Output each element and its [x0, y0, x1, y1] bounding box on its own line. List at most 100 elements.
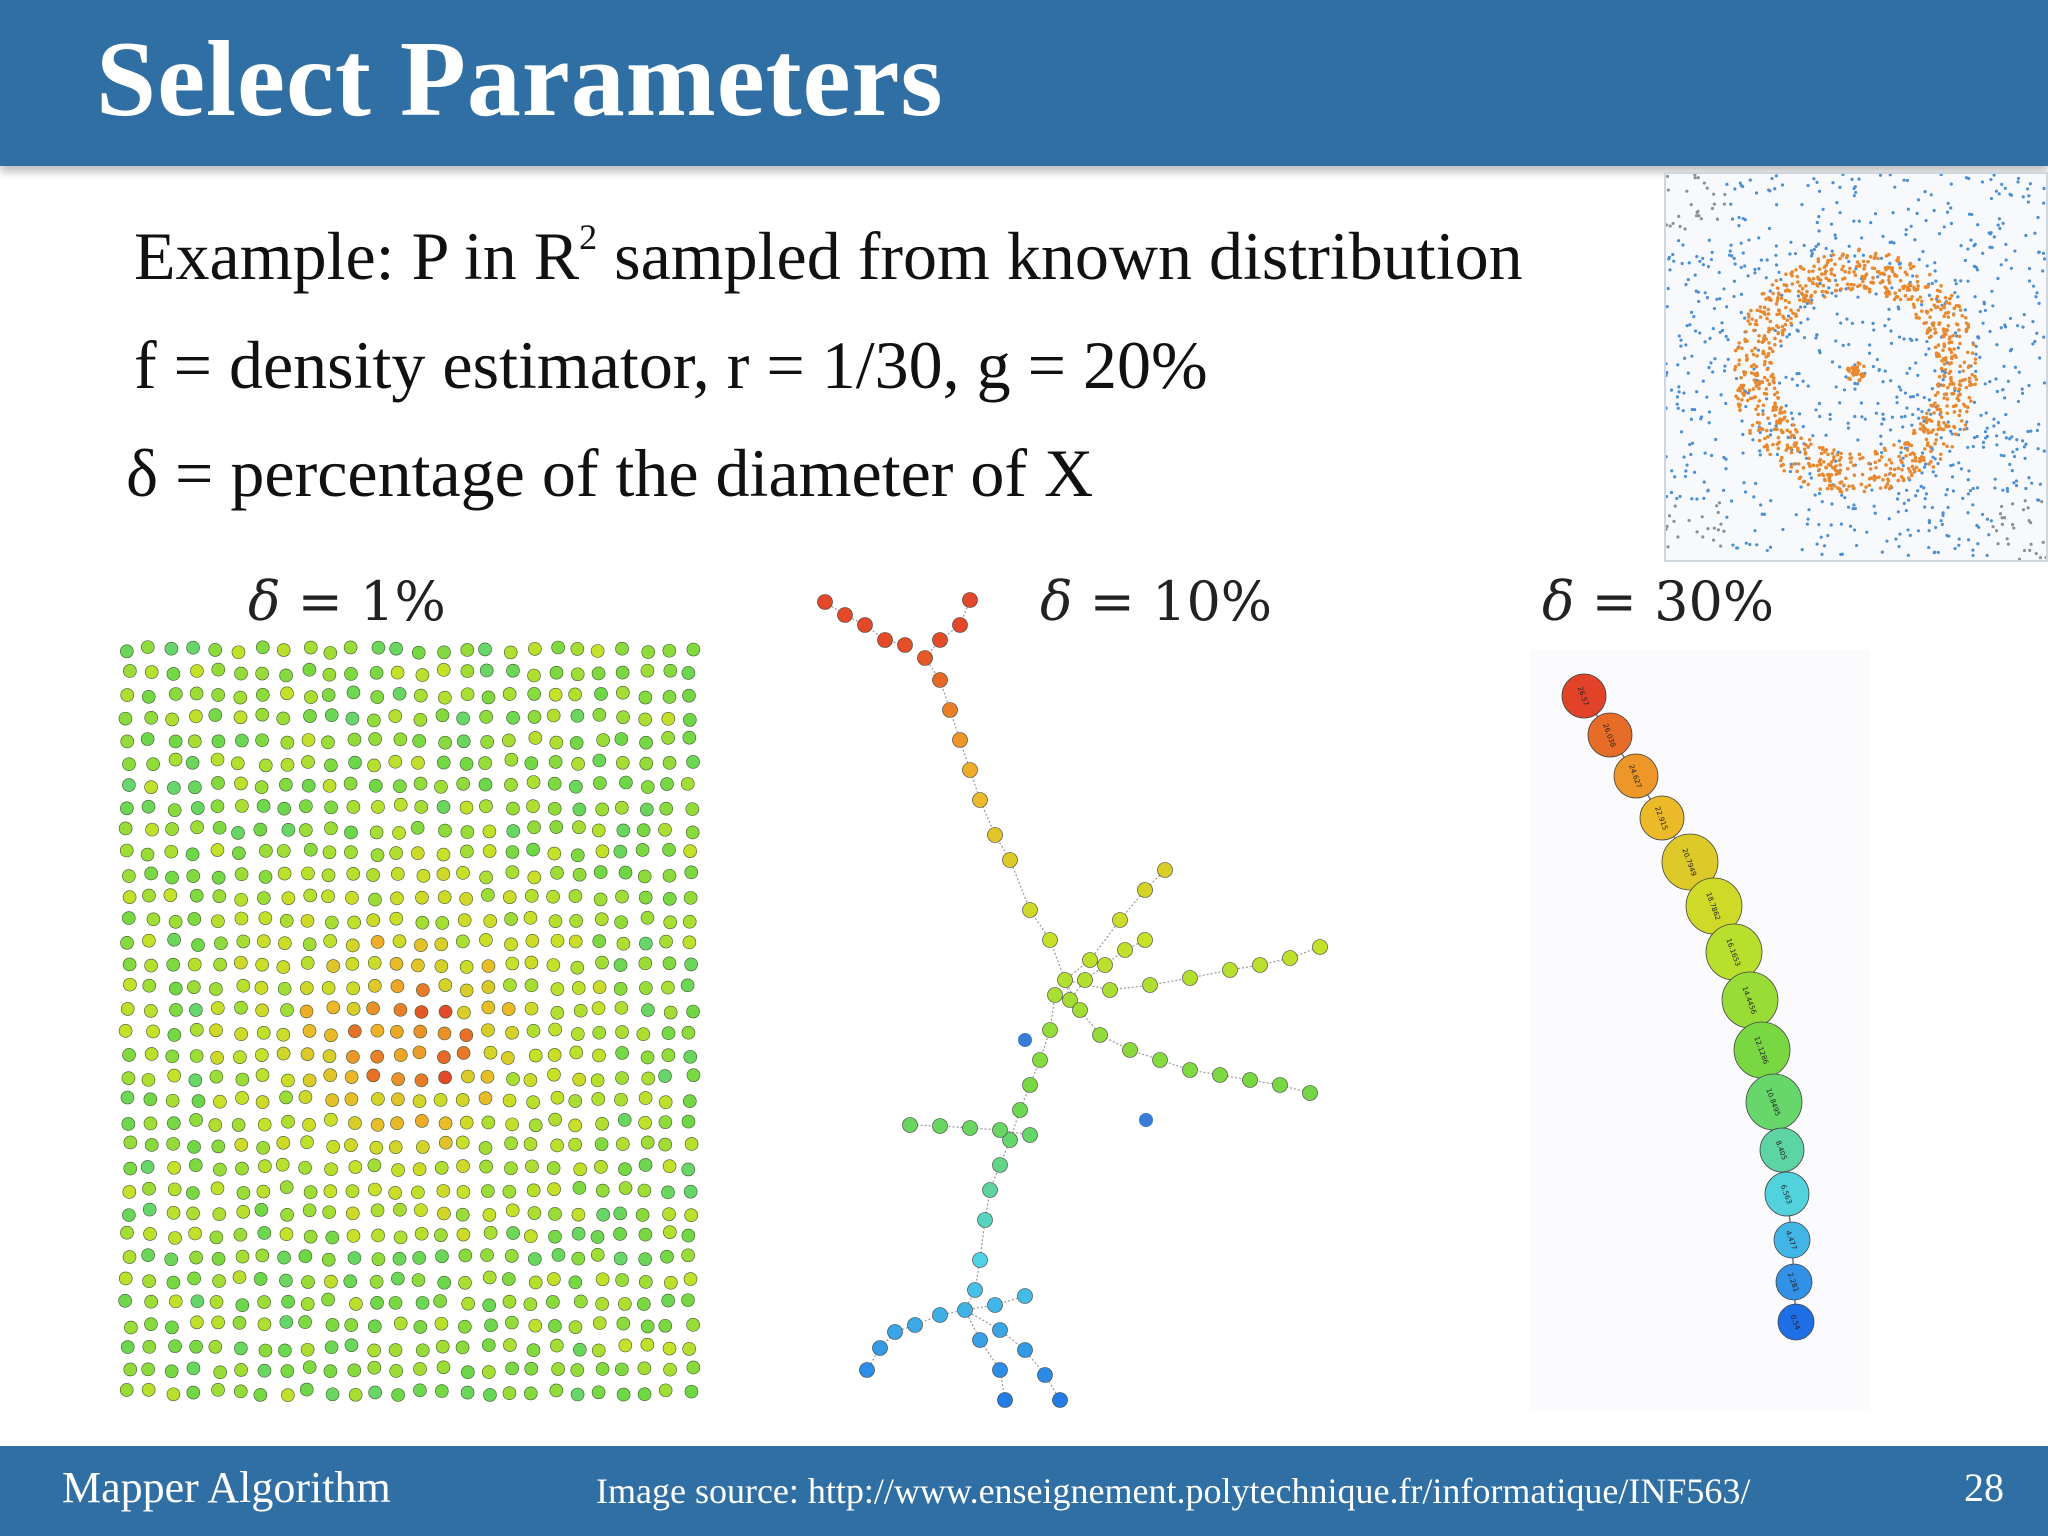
graph-node [613, 958, 628, 972]
ring-point [1819, 451, 1824, 456]
graph-node [141, 1382, 156, 1397]
cloud-point [1794, 513, 1798, 517]
graph-node [592, 980, 607, 994]
ring-point [1765, 448, 1770, 452]
graph-node [528, 1252, 542, 1266]
graph-node [413, 1383, 427, 1398]
cloud-point [1673, 475, 1677, 479]
cloud-point [2008, 316, 2013, 321]
ring-point [1744, 329, 1748, 334]
ring-point [1903, 270, 1908, 275]
graph-node [505, 1315, 519, 1330]
cloud-point [1857, 219, 1861, 223]
ring-point [1789, 308, 1793, 312]
ring-point [1938, 289, 1942, 294]
cloud-point [1693, 273, 1697, 277]
ring-point [1931, 465, 1936, 469]
graph-node [345, 711, 360, 726]
graph-node [211, 1139, 226, 1154]
graph-node [1012, 1102, 1028, 1118]
cloud-point [1902, 337, 1906, 341]
graph-node [640, 663, 655, 678]
graph-node [141, 1362, 155, 1377]
ring-point [1926, 328, 1930, 333]
ring-point [1835, 283, 1839, 287]
ring-point [1784, 305, 1788, 310]
ring-point [1770, 349, 1775, 354]
graph-node [344, 1338, 359, 1352]
cloud-point [1753, 271, 1757, 275]
ring-point [1927, 272, 1932, 277]
cloud-point [1834, 294, 1838, 298]
ring-point [1906, 466, 1911, 471]
cloud-point [1881, 417, 1885, 421]
cloud-point [1854, 190, 1858, 194]
graph-node [526, 842, 540, 857]
cloud-point [1927, 408, 1931, 412]
cloud-point [1907, 498, 1911, 502]
cloud-point [2027, 267, 2032, 271]
graph-node [551, 1248, 566, 1262]
cloud-point [1848, 524, 1853, 528]
center-point [1846, 366, 1850, 371]
graph-node [213, 957, 227, 972]
graph-node [872, 1340, 888, 1356]
graph-node [303, 640, 318, 655]
cloud-point [1851, 507, 1855, 511]
graph-node [299, 1004, 314, 1019]
graph-node [210, 1050, 224, 1065]
graph-node [636, 823, 651, 837]
graph-node [411, 756, 425, 770]
cloud-point [2005, 489, 2010, 493]
graph-node [528, 642, 542, 656]
graph-node [123, 977, 137, 992]
cloud-point [1917, 257, 1921, 262]
cloud-point [1741, 451, 1745, 455]
graph-node [209, 1023, 223, 1038]
cloud-point [1770, 176, 1774, 181]
ring-point [1737, 362, 1741, 367]
ring-point [1802, 447, 1807, 452]
ring-point [1870, 266, 1875, 270]
graph-node [213, 1365, 227, 1380]
graph-node [169, 981, 183, 996]
delta-symbol: δ [1542, 570, 1575, 633]
graph-node [301, 755, 315, 769]
graph-node [547, 801, 562, 816]
ring-point [1824, 466, 1829, 470]
graph-node [234, 955, 248, 970]
cloud-point [1983, 308, 1987, 312]
graph-node [460, 1385, 475, 1400]
graph-node [166, 957, 181, 972]
ring-point [1849, 460, 1853, 464]
ring-point [1884, 254, 1889, 258]
graph-node [370, 935, 385, 949]
graph-edge [1064, 869, 1166, 981]
graph-node [189, 1339, 203, 1354]
ring-point [1749, 308, 1753, 313]
ring-point [1950, 444, 1955, 449]
graph-node [371, 1252, 386, 1266]
ring-point [1779, 296, 1784, 300]
graph-node [616, 936, 631, 951]
graph-node [344, 667, 358, 681]
graph-node [392, 826, 406, 840]
ring-point [1778, 339, 1783, 343]
cloud-point [1957, 543, 1961, 547]
cloud-point [1743, 264, 1747, 268]
cloud-point [1698, 259, 1702, 263]
ring-point [1738, 403, 1742, 407]
cloud-point [1737, 224, 1741, 228]
graph-node [413, 776, 428, 791]
cloud-point [1694, 214, 1699, 218]
graph-node [506, 1226, 520, 1240]
cloud-point [1805, 301, 1810, 306]
graph-node [302, 662, 317, 677]
ring-point [1831, 458, 1836, 462]
ring-point [1827, 483, 1832, 488]
ring-point [1868, 255, 1873, 259]
graph-node [637, 1297, 651, 1311]
cloud-point [1959, 467, 1964, 471]
graph-node [638, 1275, 653, 1289]
graph-edge [964, 1309, 1061, 1401]
